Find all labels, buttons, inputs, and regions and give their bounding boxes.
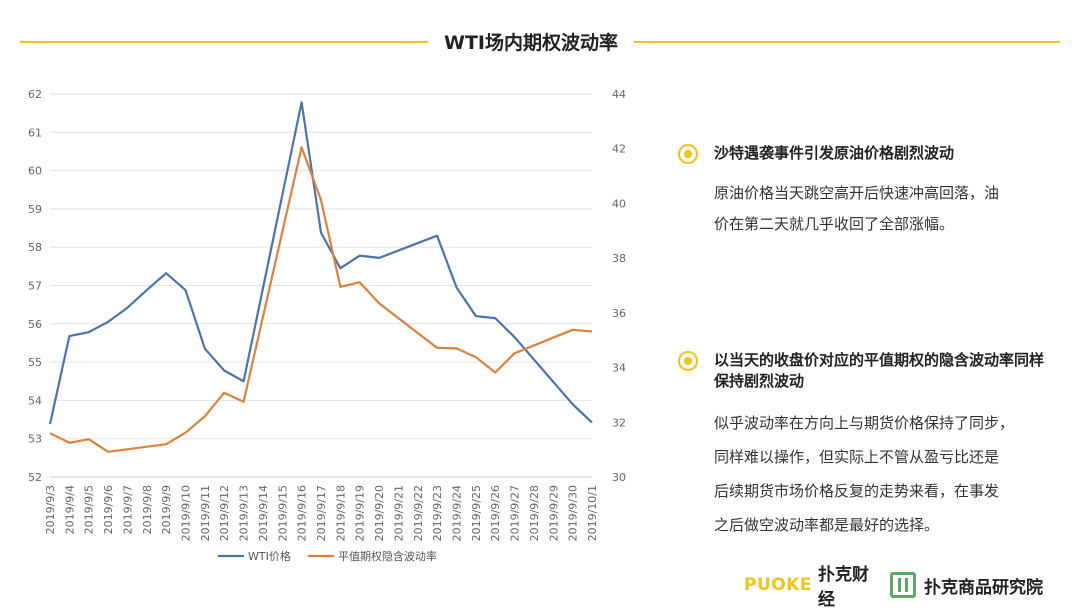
research-logo-icon bbox=[890, 572, 916, 598]
y-left-tick-label: 54 bbox=[28, 394, 42, 407]
x-tick-label: 2019/9/7 bbox=[121, 485, 134, 534]
note-body: 原油价格当天跳空高开后快速冲高回落，油 价在第二天就几乎收回了全部涨幅。 bbox=[714, 184, 1000, 233]
y-left-tick-label: 55 bbox=[28, 356, 42, 369]
note-body: 似乎波动率在方向上与期货价格保持了同步， 同样难以操作，但实际上不管从盈亏比还是… bbox=[714, 414, 1015, 534]
y-left-tick-label: 61 bbox=[28, 126, 42, 139]
y-right-tick-label: 40 bbox=[612, 197, 626, 210]
brand-cn: 扑克财经 bbox=[818, 565, 870, 610]
x-tick-label: 2019/9/15 bbox=[276, 485, 289, 541]
x-tick-label: 2019/9/17 bbox=[315, 485, 328, 541]
legend-label: 平值期权隐含波动率 bbox=[338, 549, 437, 563]
y-left-tick-label: 52 bbox=[28, 471, 42, 484]
title-row: WTI场内期权波动率 bbox=[20, 24, 1060, 60]
x-tick-label: 2019/9/28 bbox=[528, 485, 541, 541]
bullet-icon bbox=[678, 144, 698, 164]
y-right-tick-label: 42 bbox=[612, 143, 626, 156]
series-line bbox=[49, 146, 593, 453]
x-tick-label: 2019/9/16 bbox=[296, 485, 309, 541]
page-title: WTI场内期权波动率 bbox=[444, 32, 618, 54]
x-tick-label: 2019/9/11 bbox=[199, 485, 212, 541]
x-tick-label: 2019/9/14 bbox=[257, 485, 270, 541]
x-tick-label: 2019/9/19 bbox=[354, 485, 367, 541]
y-left-tick-label: 56 bbox=[28, 318, 42, 331]
y-right-tick-label: 32 bbox=[612, 416, 626, 429]
y-left-tick-label: 58 bbox=[28, 241, 42, 254]
x-tick-label: 2019/9/9 bbox=[160, 485, 173, 534]
x-tick-label: 2019/9/10 bbox=[180, 485, 193, 541]
series-line bbox=[48, 101, 593, 425]
x-tick-label: 2019/9/6 bbox=[102, 485, 115, 534]
x-tick-label: 2019/9/30 bbox=[567, 485, 580, 541]
x-tick-label: 2019/9/13 bbox=[238, 485, 251, 541]
research-logo: 扑克商品研究院 bbox=[890, 568, 1070, 602]
x-tick-label: 2019/9/4 bbox=[63, 485, 76, 534]
title-divider-right bbox=[634, 41, 1060, 43]
x-tick-label: 2019/10/1 bbox=[586, 485, 599, 541]
puoke-logo: PUOKE 扑克财经 bbox=[744, 565, 880, 610]
x-tick-label: 2019/9/3 bbox=[44, 485, 57, 534]
y-left-tick-label: 53 bbox=[28, 433, 42, 446]
research-name: 扑克商品研究院 bbox=[924, 577, 1043, 598]
y-left-tick-label: 57 bbox=[28, 280, 42, 293]
note-heading: 以当天的收盘价对应的平值期权的隐含波动率同样保持剧烈波动 bbox=[714, 351, 1045, 390]
note-heading: 沙特遇袭事件引发原油价格剧烈波动 bbox=[714, 144, 955, 162]
y-left-tick-label: 62 bbox=[28, 88, 42, 101]
x-tick-label: 2019/9/25 bbox=[470, 485, 483, 541]
x-tick-label: 2019/9/12 bbox=[218, 485, 231, 541]
x-tick-label: 2019/9/20 bbox=[373, 485, 386, 541]
note-saudi-attack: 沙特遇袭事件引发原油价格剧烈波动 原油价格当天跳空高开后快速冲高回落，油 价在第… bbox=[678, 143, 1058, 240]
y-right-tick-label: 38 bbox=[612, 252, 626, 265]
y-right-tick-label: 36 bbox=[612, 307, 626, 320]
x-tick-label: 2019/9/23 bbox=[431, 485, 444, 541]
bullet-icon bbox=[678, 351, 698, 371]
note-implied-volatility: 以当天的收盘价对应的平值期权的隐含波动率同样保持剧烈波动 似乎波动率在方向上与期… bbox=[678, 350, 1058, 542]
y-left-tick-label: 59 bbox=[28, 203, 42, 216]
x-tick-label: 2019/9/5 bbox=[83, 485, 96, 534]
x-tick-label: 2019/9/29 bbox=[547, 485, 560, 541]
brand-en: PUOKE bbox=[744, 575, 813, 595]
y-left-tick-label: 60 bbox=[28, 165, 42, 178]
x-tick-label: 2019/9/8 bbox=[141, 485, 154, 534]
x-tick-label: 2019/9/21 bbox=[392, 485, 405, 541]
x-tick-label: 2019/9/24 bbox=[451, 485, 464, 541]
title-divider-left bbox=[20, 41, 428, 43]
legend-label: WTI价格 bbox=[248, 549, 291, 563]
line-chart: 52 53 54 55 56 57 58 59 60 61 62 30 32 34 36 38 40 42 44 20… bbox=[28, 88, 626, 563]
y-right-tick-label: 30 bbox=[612, 471, 626, 484]
y-right-tick-label: 44 bbox=[612, 88, 626, 101]
x-tick-label: 2019/9/18 bbox=[334, 485, 347, 541]
x-tick-label: 2019/9/27 bbox=[509, 485, 522, 541]
y-right-tick-label: 34 bbox=[612, 362, 626, 375]
x-tick-label: 2019/9/22 bbox=[412, 485, 425, 541]
x-tick-label: 2019/9/26 bbox=[489, 485, 502, 541]
